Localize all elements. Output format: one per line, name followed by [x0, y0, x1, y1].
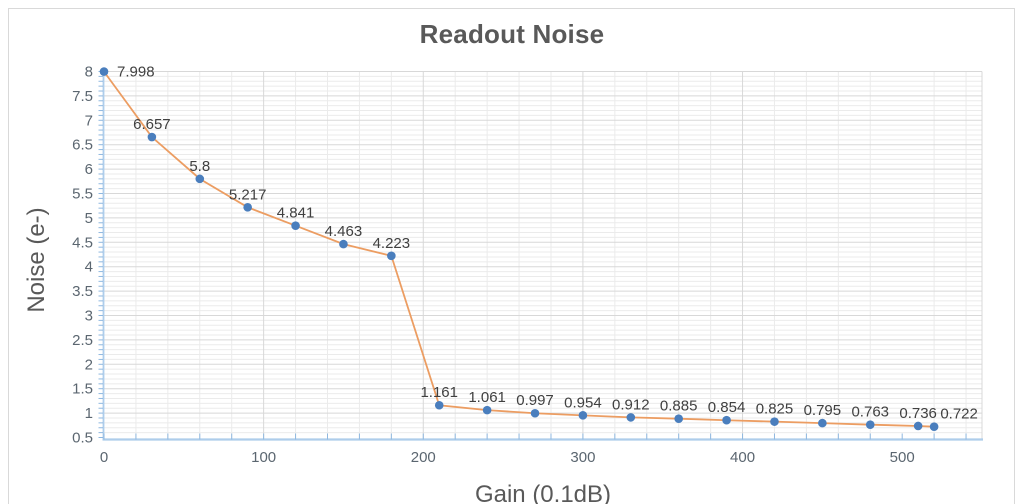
y-tick-label: 2 — [85, 356, 93, 373]
x-tick-label: 400 — [730, 449, 755, 466]
data-label: 0.954 — [564, 394, 602, 411]
y-tick-label: 4.5 — [72, 234, 93, 251]
data-point[interactable] — [722, 415, 731, 425]
data-label: 0.795 — [804, 402, 842, 419]
data-label: 5.217 — [229, 186, 267, 203]
data-label: 1.061 — [468, 389, 506, 406]
data-point[interactable] — [626, 413, 636, 422]
x-tick-label: 0 — [100, 449, 108, 466]
data-point[interactable] — [195, 174, 205, 184]
data-label: 0.763 — [851, 404, 889, 421]
x-tick-label: 500 — [890, 449, 915, 466]
data-label: 0.722 — [940, 406, 978, 423]
data-point[interactable] — [865, 420, 875, 429]
data-point[interactable] — [818, 418, 827, 428]
y-tick-label: 8 — [85, 64, 93, 81]
data-point[interactable] — [674, 414, 683, 424]
y-tick-label: 3.5 — [72, 283, 93, 300]
y-tick-label: 6.5 — [72, 137, 93, 154]
x-tick-label: 200 — [411, 449, 436, 466]
data-point[interactable] — [770, 417, 779, 426]
y-tick-label: 1 — [85, 405, 93, 422]
y-tick-label: 0.5 — [72, 430, 93, 447]
data-point[interactable] — [913, 421, 923, 431]
data-point[interactable] — [929, 422, 939, 431]
data-point[interactable] — [243, 203, 252, 212]
data-point[interactable] — [339, 239, 348, 249]
x-axis-title: Gain (0.1dB) — [474, 481, 612, 504]
y-axis-title: Noise (e-) — [23, 207, 50, 313]
y-tick-label: 7 — [85, 112, 93, 129]
data-label: 6.657 — [133, 116, 171, 133]
data-point[interactable] — [387, 251, 396, 261]
data-label: 0.885 — [660, 398, 698, 415]
data-point[interactable] — [99, 67, 109, 76]
y-tick-label: 4 — [85, 259, 93, 276]
y-tick-label: 1.5 — [72, 381, 93, 398]
data-label: 0.912 — [612, 396, 650, 413]
data-label: 0.854 — [708, 399, 746, 416]
data-point[interactable] — [482, 405, 492, 415]
y-tick-label: 2.5 — [72, 332, 93, 349]
data-label: 4.841 — [277, 205, 315, 222]
x-tick-label: 300 — [570, 449, 595, 466]
x-tick-label: 100 — [251, 449, 276, 466]
y-tick-label: 5 — [85, 210, 93, 227]
data-point[interactable] — [147, 132, 157, 142]
data-label: 0.736 — [899, 405, 937, 422]
data-label: 0.997 — [516, 392, 554, 409]
data-label: 4.463 — [325, 223, 363, 240]
data-point[interactable] — [578, 411, 588, 420]
data-label: 0.825 — [756, 401, 794, 418]
data-label: 7.998 — [117, 64, 155, 81]
data-point[interactable] — [530, 408, 540, 418]
data-point[interactable] — [434, 400, 444, 410]
data-point[interactable] — [291, 221, 300, 230]
y-tick-label: 7.5 — [72, 88, 93, 105]
y-tick-label: 3 — [85, 308, 93, 325]
y-tick-label: 6 — [85, 161, 93, 178]
data-label: 5.8 — [189, 158, 210, 175]
data-label: 4.223 — [373, 235, 411, 252]
data-label: 1.161 — [420, 384, 458, 401]
y-tick-label: 5.5 — [72, 186, 93, 203]
chart-title: Readout Noise — [419, 19, 605, 49]
